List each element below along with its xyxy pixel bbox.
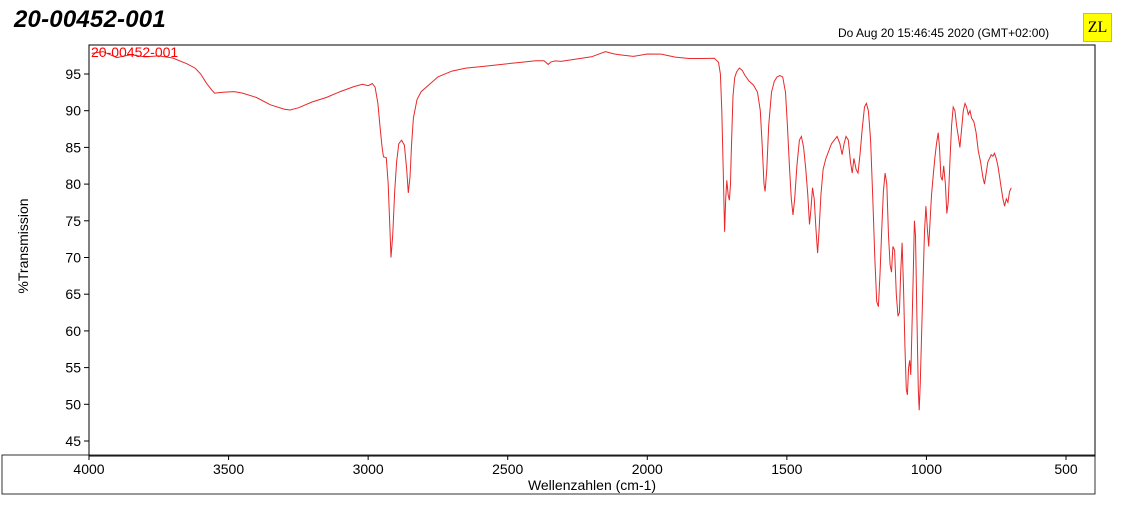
y-tick-label: 80 bbox=[65, 176, 81, 192]
x-tick-label: 500 bbox=[1054, 461, 1078, 477]
y-tick-label: 60 bbox=[65, 323, 81, 339]
document-title: 20-00452-001 bbox=[14, 6, 166, 33]
y-tick-label: 55 bbox=[65, 360, 81, 376]
plot-frame bbox=[88, 44, 1096, 457]
y-tick-label: 95 bbox=[65, 66, 81, 82]
x-tick-label: 2500 bbox=[492, 461, 523, 477]
x-tick-label: 1500 bbox=[771, 461, 802, 477]
x-tick-label: 1000 bbox=[911, 461, 942, 477]
initials-badge: ZL bbox=[1083, 13, 1112, 42]
y-tick-label: 85 bbox=[65, 139, 81, 155]
series-label: 20-00452-001 bbox=[91, 44, 178, 60]
x-tick-label: 2000 bbox=[632, 461, 663, 477]
y-tick-label: 50 bbox=[65, 396, 81, 412]
spectrum-line bbox=[91, 51, 1012, 411]
y-axis: 45 50 55 60 65 70 75 80 85 90 95 bbox=[65, 66, 89, 449]
outer-frame bbox=[1, 454, 1096, 495]
timestamp: Do Aug 20 15:46:45 2020 (GMT+02:00) bbox=[838, 26, 1050, 40]
y-tick-label: 65 bbox=[65, 286, 81, 302]
x-axis-label: Wellenzahlen (cm-1) bbox=[528, 477, 656, 493]
y-tick-label: 75 bbox=[65, 213, 81, 229]
x-axis: 4000 3500 3000 2500 2000 1500 1000 500 bbox=[73, 456, 1078, 477]
x-tick-label: 3500 bbox=[213, 461, 244, 477]
y-tick-label: 90 bbox=[65, 103, 81, 119]
x-tick-label: 3000 bbox=[353, 461, 384, 477]
y-axis-label: %Transmission bbox=[15, 198, 31, 293]
x-tick-label: 4000 bbox=[73, 461, 104, 477]
y-tick-label: 70 bbox=[65, 250, 81, 266]
y-tick-label: 45 bbox=[65, 433, 81, 449]
